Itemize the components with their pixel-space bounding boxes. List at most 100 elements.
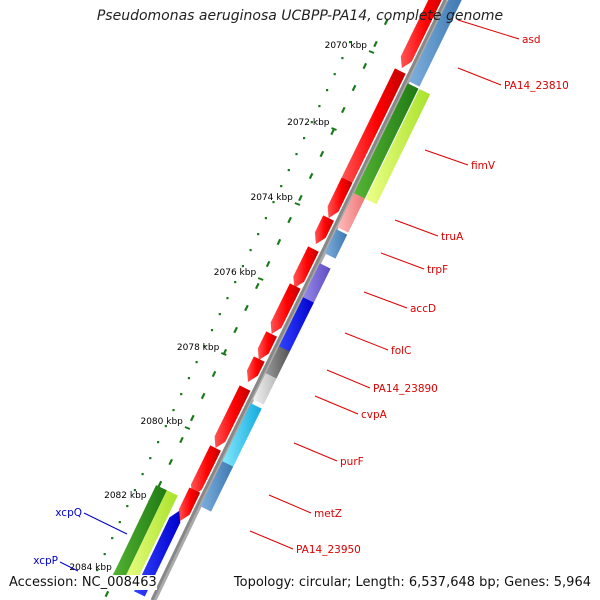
gene-feature-14[interactable] bbox=[257, 331, 277, 360]
gene-label[interactable]: cvpA bbox=[361, 409, 388, 421]
gc-dot bbox=[272, 201, 275, 204]
gene-feature-11[interactable] bbox=[300, 263, 331, 309]
minor-tick bbox=[168, 458, 173, 466]
gene-feature-7[interactable] bbox=[337, 193, 365, 233]
gc-dot bbox=[126, 505, 129, 508]
gene-label[interactable]: trpF bbox=[427, 264, 448, 276]
gene-label[interactable]: truA bbox=[441, 231, 464, 243]
kbp-tick-label: 2076 kbp bbox=[214, 268, 257, 278]
gc-dot bbox=[164, 425, 167, 428]
gene-label-leader bbox=[59, 561, 79, 572]
gene-label-leader bbox=[394, 219, 439, 237]
gene-feature-10[interactable] bbox=[293, 246, 319, 288]
gene-label-leader bbox=[314, 395, 359, 415]
gc-dot bbox=[96, 569, 99, 572]
gene-label-leader bbox=[293, 442, 338, 462]
gc-dot bbox=[118, 521, 121, 524]
gc-dot bbox=[333, 73, 336, 76]
gene-feature-12[interactable] bbox=[270, 283, 301, 334]
kbp-tick-label: 2070 kbp bbox=[325, 41, 368, 51]
gc-dot-track bbox=[88, 41, 352, 588]
gene-label[interactable]: purF bbox=[340, 456, 364, 468]
gc-dot bbox=[234, 281, 237, 284]
gc-dot bbox=[210, 329, 214, 332]
gene-label[interactable]: fimV bbox=[471, 160, 496, 172]
gc-dot bbox=[111, 537, 114, 540]
gene-feature-13[interactable] bbox=[278, 297, 314, 353]
gene-label[interactable]: metZ bbox=[314, 508, 342, 520]
gene-label[interactable]: PA14_23950 bbox=[296, 544, 361, 556]
minor-tick bbox=[287, 216, 292, 224]
gene-label[interactable]: xcpP bbox=[33, 555, 58, 567]
gene-feature-23[interactable] bbox=[110, 485, 167, 586]
gene-feature-6[interactable] bbox=[327, 177, 353, 219]
gc-dot bbox=[187, 377, 190, 380]
minor-tick bbox=[255, 282, 260, 290]
kbp-tick-label: 2074 kbp bbox=[250, 193, 293, 203]
gene-feature-9[interactable] bbox=[324, 229, 348, 259]
gc-dot bbox=[257, 233, 260, 236]
minor-tick bbox=[233, 326, 238, 334]
minor-tick bbox=[351, 84, 357, 92]
gene-label-leader bbox=[83, 512, 128, 535]
gene-feature-1[interactable] bbox=[400, 0, 447, 69]
minor-tick bbox=[265, 260, 271, 268]
major-tick bbox=[257, 277, 264, 281]
gene-label[interactable]: accD bbox=[410, 303, 436, 315]
kbp-tick-label: 2082 kbp bbox=[104, 491, 147, 501]
gc-dot bbox=[203, 345, 206, 348]
gene-feature-4[interactable] bbox=[354, 83, 419, 199]
gene-label-leader bbox=[268, 494, 312, 514]
gene-feature-21[interactable] bbox=[200, 461, 234, 512]
gene-feature-16[interactable] bbox=[247, 356, 265, 382]
gene-label-leader bbox=[457, 67, 502, 86]
gene-label-leader bbox=[457, 19, 520, 40]
gene-feature-17[interactable] bbox=[252, 373, 277, 405]
minor-tick bbox=[362, 62, 368, 70]
minor-tick bbox=[211, 370, 217, 378]
gc-dot bbox=[218, 313, 221, 316]
gene-feature-2[interactable] bbox=[408, 0, 464, 87]
minor-tick bbox=[319, 150, 325, 158]
gc-dot bbox=[157, 441, 160, 444]
gene-label-leaders bbox=[59, 19, 520, 572]
kbp-tick-label: 2084 kbp bbox=[69, 563, 112, 573]
minor-tick bbox=[244, 304, 249, 312]
gene-feature-19[interactable] bbox=[221, 403, 262, 469]
gene-feature-20[interactable] bbox=[191, 445, 221, 496]
gene-label[interactable]: xcpQ bbox=[55, 507, 82, 519]
gene-label[interactable]: asd bbox=[522, 34, 541, 46]
minor-tick bbox=[104, 590, 110, 598]
major-tick bbox=[294, 202, 301, 206]
gc-dot bbox=[303, 137, 306, 140]
gc-dot bbox=[326, 89, 329, 92]
gene-feature-8[interactable] bbox=[314, 215, 334, 245]
gene-label[interactable]: PA14_23890 bbox=[373, 383, 438, 395]
gc-dot bbox=[348, 41, 352, 44]
kbp-tick-label: 2078 kbp bbox=[177, 343, 220, 353]
kbp-tick-label: 2080 kbp bbox=[140, 417, 183, 427]
gc-dot bbox=[318, 105, 321, 108]
gene-feature-5[interactable] bbox=[365, 89, 431, 205]
gene-label-leader bbox=[380, 252, 425, 270]
gc-dot bbox=[226, 297, 229, 300]
gc-dot bbox=[287, 169, 290, 172]
gc-dot bbox=[103, 553, 106, 556]
minor-tick bbox=[179, 436, 184, 444]
gc-dot bbox=[141, 473, 144, 476]
gc-dot bbox=[241, 265, 244, 268]
gene-feature-22[interactable] bbox=[178, 487, 201, 522]
gene-label[interactable]: folC bbox=[391, 345, 411, 357]
gene-feature-24[interactable] bbox=[121, 490, 178, 591]
minor-tick bbox=[190, 414, 195, 422]
gene-feature-18[interactable] bbox=[214, 385, 251, 448]
gene-feature-15[interactable] bbox=[265, 346, 290, 379]
gene-label[interactable]: PA14_23810 bbox=[504, 80, 569, 92]
major-tick bbox=[220, 352, 227, 356]
gc-dot bbox=[264, 217, 267, 220]
gene-label-leader bbox=[363, 291, 408, 309]
gene-feature-3[interactable] bbox=[342, 68, 406, 189]
accession-text: Accession: NC_008463 bbox=[9, 575, 157, 590]
